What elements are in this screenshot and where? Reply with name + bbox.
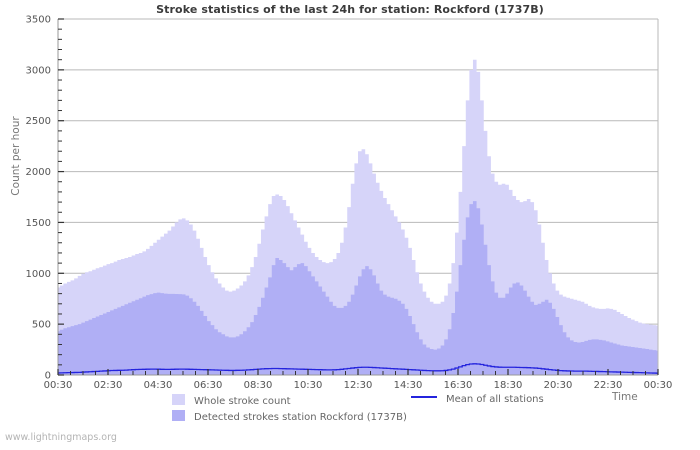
- svg-text:16:30: 16:30: [444, 380, 473, 391]
- svg-text:18:30: 18:30: [494, 380, 523, 391]
- svg-text:14:30: 14:30: [394, 380, 423, 391]
- legend-label-mean: Mean of all stations: [446, 394, 544, 405]
- svg-text:12:30: 12:30: [344, 380, 373, 391]
- svg-text:0: 0: [45, 371, 51, 382]
- legend-label-detected: Detected strokes station Rockford (1737B…: [194, 412, 407, 423]
- svg-text:00:30: 00:30: [44, 380, 73, 391]
- legend-swatch-whole: [172, 394, 185, 405]
- svg-text:3000: 3000: [26, 65, 51, 76]
- chart-title: Stroke statistics of the last 24h for st…: [156, 3, 544, 16]
- svg-text:08:30: 08:30: [244, 380, 273, 391]
- svg-text:06:30: 06:30: [194, 380, 223, 391]
- svg-text:22:30: 22:30: [594, 380, 623, 391]
- legend-item-whole: Whole stroke count: [172, 394, 291, 407]
- y-axis-title: Count per hour: [10, 116, 22, 196]
- chart-legend: Whole stroke count Detected strokes stat…: [0, 392, 700, 426]
- svg-text:3500: 3500: [26, 15, 51, 26]
- legend-item-mean: Mean of all stations: [411, 394, 544, 405]
- legend-item-detected: Detected strokes station Rockford (1737B…: [172, 410, 407, 423]
- svg-text:10:30: 10:30: [294, 380, 323, 391]
- svg-text:20:30: 20:30: [544, 380, 573, 391]
- svg-text:2000: 2000: [26, 167, 51, 178]
- svg-text:1500: 1500: [26, 218, 51, 229]
- x-axis-title: Time: [612, 391, 638, 403]
- legend-line-mean: [411, 396, 437, 398]
- watermark: www.lightningmaps.org: [5, 432, 117, 443]
- svg-text:500: 500: [32, 320, 51, 331]
- svg-text:2500: 2500: [26, 116, 51, 127]
- svg-text:1000: 1000: [26, 269, 51, 280]
- svg-text:02:30: 02:30: [94, 380, 123, 391]
- legend-swatch-detected: [172, 410, 185, 421]
- svg-text:04:30: 04:30: [144, 380, 173, 391]
- legend-label-whole: Whole stroke count: [194, 396, 291, 407]
- svg-text:00:30: 00:30: [644, 380, 673, 391]
